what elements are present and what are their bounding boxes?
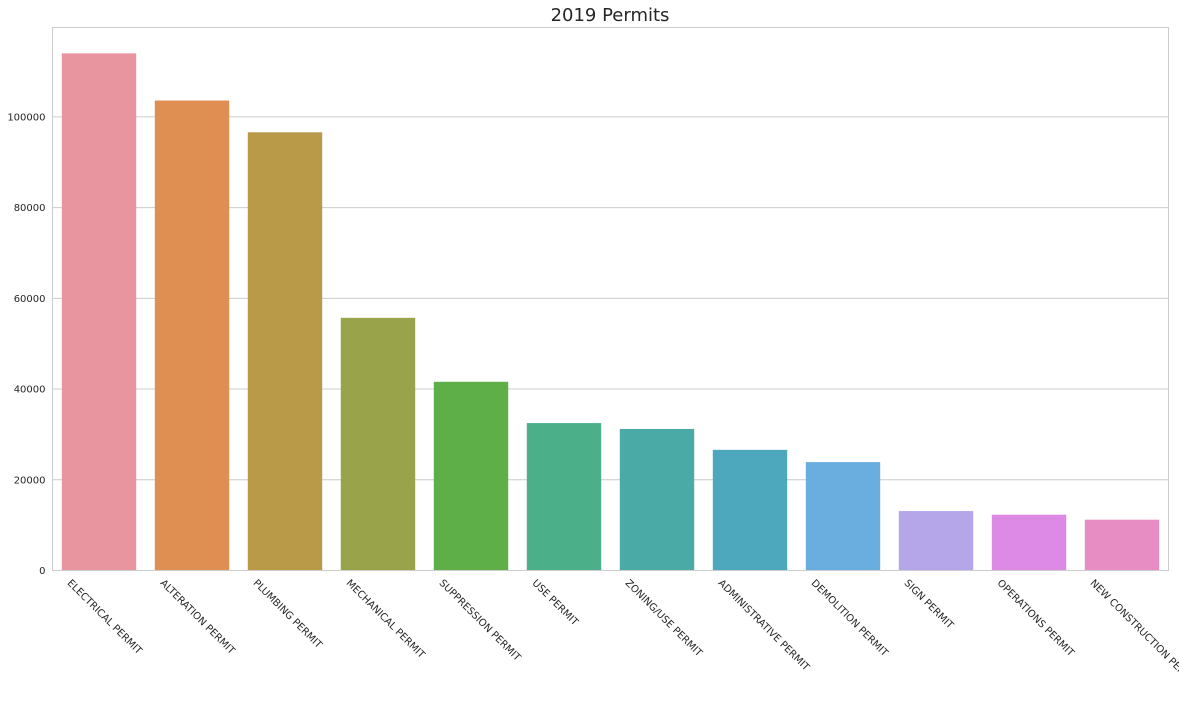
x-tick-label: ZONING/USE PERMIT [623, 578, 705, 660]
y-tick-label: 60000 [14, 294, 46, 305]
bar [433, 381, 509, 571]
bar [526, 423, 602, 571]
plot-frame [52, 27, 1169, 571]
y-tick-label: 0 [39, 566, 45, 577]
bar [154, 100, 230, 571]
bar [619, 428, 695, 571]
gridlines [52, 116, 1169, 481]
y-tick-label: 100000 [7, 112, 45, 123]
x-tick-label: OPERATIONS PERMIT [995, 578, 1077, 660]
y-tick-label: 20000 [14, 475, 46, 486]
bar [712, 449, 788, 571]
x-tick-label: MECHANICAL PERMIT [344, 578, 428, 662]
x-tick-label: ALTERATION PERMIT [158, 578, 238, 658]
bars [61, 53, 1160, 571]
chart-title: 2019 Permits [551, 5, 670, 26]
x-tick-label: ADMINISTRATIVE PERMIT [716, 578, 812, 674]
y-axis-ticks: 0 20000 40000 60000 80000 100000 [7, 112, 45, 577]
bar [61, 53, 137, 571]
bar [991, 514, 1067, 571]
x-tick-label: SIGN PERMIT [902, 578, 956, 632]
x-tick-label: SUPPRESSION PERMIT [437, 578, 523, 664]
x-tick-label: ELECTRICAL PERMIT [65, 578, 145, 658]
x-tick-label: PLUMBING PERMIT [251, 578, 325, 652]
y-tick-label: 40000 [14, 385, 46, 396]
bar [340, 317, 416, 571]
x-axis-ticks: ELECTRICAL PERMIT ALTERATION PERMIT PLUMBI… [65, 578, 1179, 691]
x-tick-label: NEW CONSTRUCTION PERMIT [1088, 578, 1179, 691]
bar [247, 132, 323, 571]
bar [898, 511, 974, 571]
bar [1084, 519, 1160, 571]
y-tick-label: 80000 [14, 203, 46, 214]
x-tick-label: DEMOLITION PERMIT [809, 578, 891, 660]
x-tick-label: USE PERMIT [530, 578, 581, 629]
bar [805, 462, 881, 571]
